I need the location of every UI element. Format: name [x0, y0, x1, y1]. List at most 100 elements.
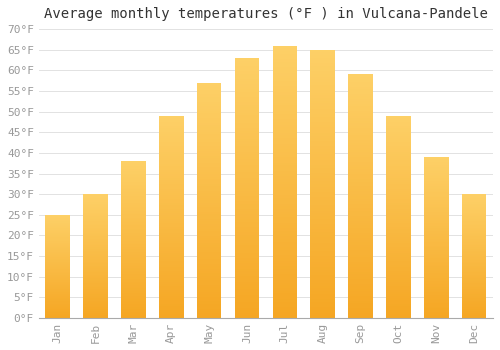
Bar	[348, 152, 373, 155]
Bar	[84, 205, 108, 206]
Bar	[424, 303, 448, 305]
Bar	[310, 216, 335, 219]
Bar	[84, 301, 108, 302]
Bar	[348, 194, 373, 196]
Bar	[46, 265, 70, 266]
Bar	[197, 83, 222, 85]
Bar	[234, 84, 260, 86]
Bar	[197, 252, 222, 254]
Bar	[462, 213, 486, 214]
Bar	[159, 195, 184, 197]
Bar	[84, 268, 108, 270]
Bar	[46, 268, 70, 270]
Bar	[462, 315, 486, 317]
Bar	[159, 273, 184, 275]
Bar	[424, 287, 448, 289]
Bar	[234, 258, 260, 261]
Bar	[386, 189, 410, 190]
Bar	[348, 187, 373, 189]
Bar	[348, 128, 373, 131]
Bar	[272, 108, 297, 111]
Bar	[272, 179, 297, 182]
Bar	[462, 228, 486, 229]
Bar	[159, 290, 184, 292]
Bar	[197, 236, 222, 238]
Bar	[272, 193, 297, 195]
Bar	[234, 115, 260, 118]
Bar	[348, 259, 373, 262]
Bar	[121, 235, 146, 236]
Bar	[46, 272, 70, 273]
Bar	[197, 174, 222, 177]
Bar	[46, 221, 70, 222]
Bar	[386, 126, 410, 128]
Bar	[84, 282, 108, 283]
Bar	[197, 290, 222, 292]
Bar	[424, 253, 448, 255]
Bar	[272, 149, 297, 152]
Bar	[121, 232, 146, 233]
Bar	[272, 73, 297, 76]
Bar	[234, 63, 260, 66]
Bar	[424, 239, 448, 241]
Bar	[348, 308, 373, 311]
Bar	[234, 154, 260, 157]
Bar	[197, 99, 222, 102]
Bar	[386, 164, 410, 166]
Bar	[121, 205, 146, 206]
Bar	[272, 261, 297, 264]
Bar	[84, 276, 108, 277]
Bar	[121, 210, 146, 211]
Bar	[84, 237, 108, 239]
Bar	[159, 249, 184, 251]
Bar	[462, 289, 486, 291]
Bar	[272, 293, 297, 296]
Bar	[272, 138, 297, 141]
Bar	[462, 194, 486, 195]
Bar	[386, 284, 410, 286]
Bar	[462, 278, 486, 280]
Bar	[272, 198, 297, 201]
Bar	[121, 183, 146, 185]
Bar	[197, 271, 222, 273]
Bar	[272, 209, 297, 212]
Bar	[462, 259, 486, 260]
Bar	[234, 190, 260, 193]
Bar	[46, 285, 70, 286]
Bar	[46, 225, 70, 226]
Bar	[348, 201, 373, 203]
Bar	[46, 294, 70, 295]
Bar	[424, 263, 448, 265]
Bar	[310, 74, 335, 77]
Bar	[84, 289, 108, 291]
Bar	[197, 94, 222, 97]
Bar	[46, 234, 70, 236]
Bar	[46, 312, 70, 313]
Bar	[159, 136, 184, 138]
Bar	[310, 90, 335, 93]
Bar	[310, 256, 335, 259]
Bar	[197, 186, 222, 189]
Bar	[121, 290, 146, 291]
Bar	[462, 230, 486, 231]
Bar	[46, 278, 70, 279]
Bar	[386, 247, 410, 249]
Bar	[348, 301, 373, 303]
Bar	[159, 272, 184, 273]
Bar	[121, 227, 146, 229]
Bar	[159, 221, 184, 223]
Bar	[46, 227, 70, 228]
Bar	[462, 256, 486, 257]
Bar	[234, 315, 260, 318]
Bar	[234, 292, 260, 295]
Bar	[424, 313, 448, 315]
Bar	[159, 310, 184, 312]
Bar	[46, 255, 70, 256]
Bar	[159, 219, 184, 221]
Bar	[272, 114, 297, 117]
Bar	[197, 224, 222, 226]
Bar	[84, 197, 108, 198]
Bar	[121, 257, 146, 258]
Bar	[272, 187, 297, 190]
Bar	[386, 181, 410, 182]
